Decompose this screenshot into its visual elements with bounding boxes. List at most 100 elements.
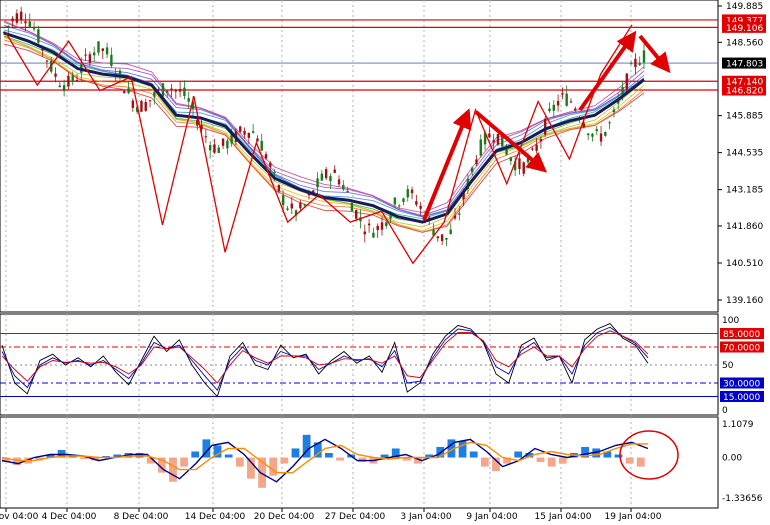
candle-body	[54, 73, 57, 77]
candle-body	[200, 125, 203, 130]
arrow	[638, 34, 671, 74]
candle-body	[187, 98, 190, 102]
candle-body	[483, 132, 487, 145]
macd-histogram-bar	[213, 445, 222, 458]
macd-tick-label: -1.33656	[722, 494, 763, 504]
candle-body	[385, 222, 388, 227]
price-tag-current: 147.803	[722, 57, 766, 70]
macd-tick-label: 0.00	[722, 454, 742, 464]
stochastic-level-tag: 85.0000	[720, 328, 764, 340]
candle-body	[277, 184, 281, 192]
macd-histogram-bar	[302, 434, 311, 458]
candle-body	[251, 131, 255, 133]
candle-body	[273, 172, 276, 174]
candle-body	[67, 76, 70, 87]
candle-body	[629, 63, 633, 65]
candle-body	[93, 52, 96, 56]
candle-body	[28, 21, 31, 27]
price-tag-box	[722, 14, 766, 26]
candle-body	[380, 222, 384, 230]
candle-body	[221, 138, 225, 146]
candle-body	[488, 133, 491, 138]
candle-body	[625, 73, 629, 90]
candle-body	[406, 189, 409, 198]
time-tick-label: 19 Jan 04:00	[605, 512, 662, 522]
price-axis: 149.885 148.560 145.885 144.535 143.185 141.8…	[718, 2, 766, 306]
candle-body	[561, 93, 564, 95]
candle-body	[324, 169, 328, 179]
candle-body	[582, 123, 586, 128]
candle-body	[612, 109, 616, 113]
macd-histogram-bar	[592, 448, 601, 458]
zigzag-line	[5, 24, 633, 265]
macd-tick-label: 1.1079	[722, 420, 754, 430]
candle-body	[101, 48, 104, 51]
candle-body	[389, 215, 392, 219]
macd-histogram-bar	[135, 452, 144, 458]
candle-body	[419, 205, 422, 209]
macd-histogram-bar	[325, 452, 333, 458]
time-tick-label: 14 Dec 04:00	[185, 512, 246, 522]
candle-body	[269, 162, 272, 167]
stochastic-level-box	[720, 328, 764, 339]
candle-body	[604, 131, 607, 136]
stochastic-tick-label: 0	[722, 406, 728, 416]
candle-body	[544, 118, 547, 135]
candle-body	[350, 203, 354, 212]
candle-body	[58, 85, 62, 87]
macd-histogram-bar	[102, 456, 111, 458]
candle-body	[243, 130, 246, 135]
candle-body	[174, 89, 178, 92]
candle-body	[294, 210, 298, 216]
time-tick-label: 3 Jan 04:00	[400, 512, 452, 522]
candle-body	[428, 217, 431, 219]
candle-body	[105, 47, 109, 55]
zigzag-path	[5, 24, 633, 265]
candle-body	[505, 149, 508, 155]
macd-histogram-bar	[581, 446, 589, 458]
stochastic-level-tag: 15.0000	[720, 391, 764, 403]
macd-histogram-bar	[414, 457, 422, 464]
price-tag-box	[722, 21, 766, 33]
arrow	[578, 30, 637, 112]
price-panel-frame	[0, 0, 719, 313]
candle-body	[299, 202, 302, 209]
candle-body	[131, 100, 135, 108]
ribbon-line	[3, 36, 645, 231]
candles	[2, 6, 646, 247]
price-tag-upper-2: 149.106	[722, 21, 766, 34]
candle-body	[118, 70, 122, 75]
candle-body	[316, 178, 319, 188]
candle-body	[230, 133, 233, 144]
price-tag-lower-1: 147.140	[722, 75, 766, 88]
macd-histogram-bar	[447, 439, 456, 458]
macd-grid	[5, 417, 632, 508]
macd-histogram-bar	[180, 457, 189, 467]
price-tick-label: 141.860	[726, 222, 763, 232]
macd-histogram-bar	[191, 451, 200, 458]
ribbon-line	[3, 24, 645, 218]
candle-body	[110, 54, 113, 66]
macd-line	[1, 441, 648, 474]
macd-histogram-bar	[169, 457, 177, 482]
candle-body	[37, 29, 40, 43]
candle-body	[140, 101, 143, 112]
price-tag-label: 147.140	[726, 78, 763, 88]
candle-body	[599, 133, 603, 142]
macd-histogram-bar	[336, 457, 344, 461]
candle-body	[522, 162, 525, 174]
candle-body	[75, 80, 79, 82]
candle-body	[161, 83, 165, 97]
candle-body	[367, 223, 371, 226]
candle-body	[260, 140, 263, 151]
candle-body	[642, 50, 646, 63]
candle-body	[19, 11, 23, 21]
macd-histogram-bar	[558, 457, 567, 464]
candle-body	[595, 129, 598, 132]
macd-histogram-bar	[79, 457, 88, 460]
candle-body	[183, 87, 186, 96]
macd-histogram-bar	[492, 457, 500, 472]
moving-average-ribbon	[3, 20, 645, 233]
candle-body	[123, 91, 126, 94]
